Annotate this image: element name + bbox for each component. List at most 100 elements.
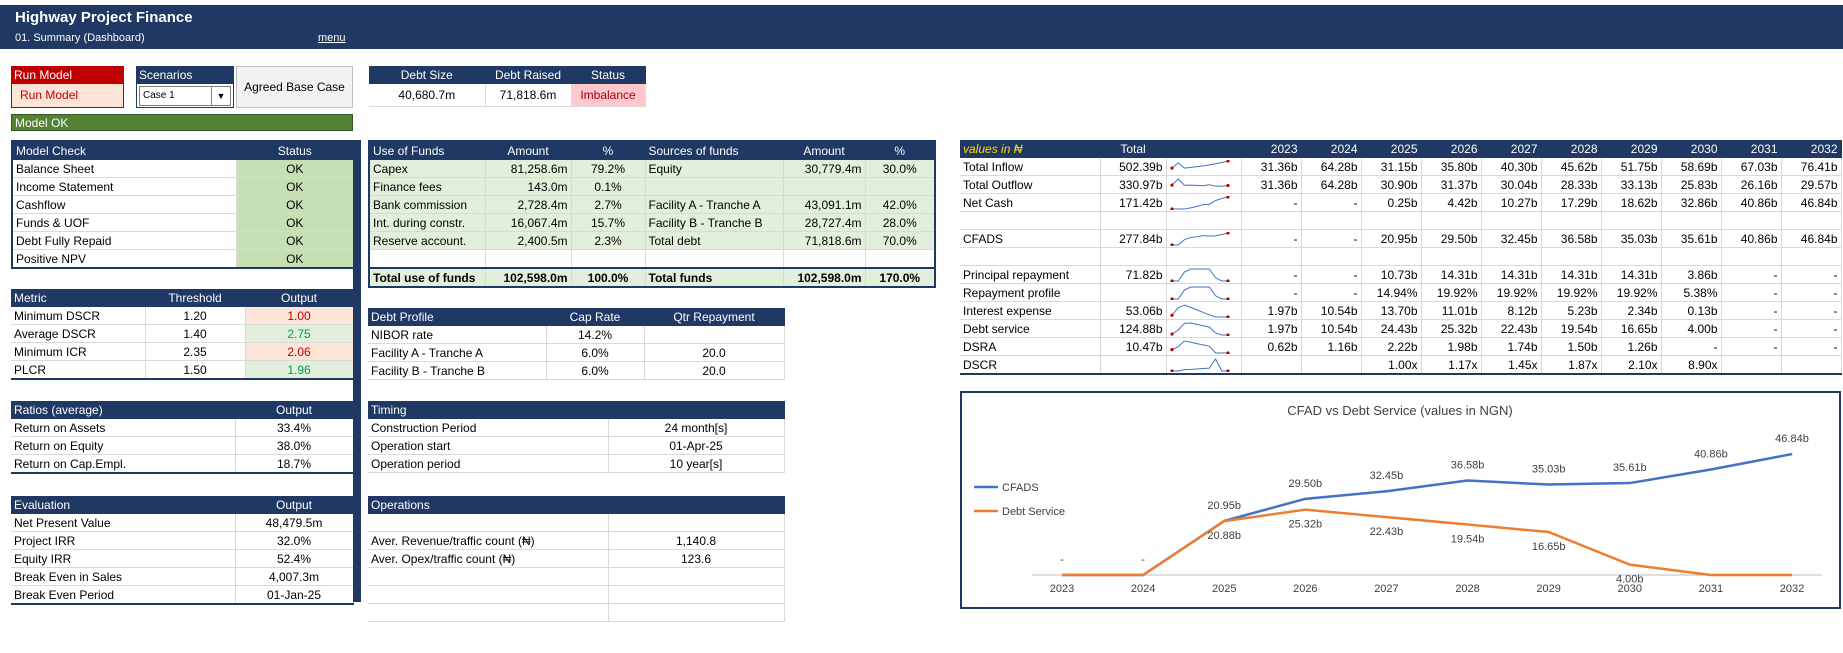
timing-value: 24 month[s] — [608, 418, 785, 437]
summary-value: 19.92% — [1481, 283, 1542, 302]
qtr-repayment — [644, 325, 785, 344]
summary-label: Debt service — [960, 319, 1101, 338]
summary-value — [1721, 211, 1782, 230]
ratio-label: Return on Assets — [11, 418, 236, 437]
x-tick-label: 2027 — [1374, 583, 1398, 595]
summary-value: 71.82b — [1100, 265, 1167, 284]
summary-value — [1301, 355, 1362, 375]
summary-value — [1241, 247, 1302, 266]
summary-label — [960, 211, 1101, 230]
data-point — [1548, 484, 1550, 486]
summary-value — [1241, 211, 1302, 230]
summary-value: 10.54b — [1301, 319, 1362, 338]
use-of-funds-header: Use of Funds — [369, 141, 486, 160]
data-label: 36.58b — [1451, 460, 1485, 472]
chart-svg: CFAD vs Debt Service (values in NGN) 2023… — [974, 403, 1822, 595]
ops-value — [608, 603, 785, 622]
use-pct: 0.1% — [571, 177, 646, 196]
summary-value: 1.87x — [1541, 355, 1602, 375]
summary-value: 124.88b — [1100, 319, 1167, 338]
summary-value: 20.95b — [1361, 229, 1422, 248]
sparkline-line — [1171, 268, 1228, 281]
use-amount: 16,067.4m — [485, 213, 572, 232]
summary-value: 19.92% — [1601, 283, 1662, 302]
summary-value: - — [1301, 229, 1362, 248]
source-amount: 28,727.4m — [783, 213, 866, 232]
ratios-table: Ratios (average) Output Return on Assets 3… — [11, 401, 354, 474]
data-label: 16.65b — [1532, 541, 1566, 553]
eval-value: 48,479.5m — [235, 513, 354, 532]
use-amount: 2,400.5m — [485, 231, 572, 250]
use-pct — [571, 249, 646, 269]
summary-value: 13.70b — [1361, 301, 1422, 320]
ops-value — [608, 585, 785, 604]
ratios-header: Ratios (average) — [11, 401, 236, 419]
legend-label: CFADS — [1002, 482, 1039, 494]
data-point — [1548, 531, 1550, 533]
scenario-select[interactable]: Case 1 ▼ — [139, 86, 231, 106]
summary-value — [1100, 283, 1167, 302]
series-line-debt-service — [1062, 508, 1792, 577]
summary-value — [1241, 355, 1302, 375]
ops-value — [608, 567, 785, 586]
summary-value: 29.57b — [1781, 175, 1842, 194]
summary-value: 502.39b — [1100, 157, 1167, 176]
summary-value — [1421, 247, 1482, 266]
sparkline-line — [1171, 339, 1228, 353]
summary-value: - — [1721, 265, 1782, 284]
check-label: Positive NPV — [12, 249, 237, 269]
summary-value: 14.31b — [1481, 265, 1542, 284]
sparkline-line — [1171, 177, 1228, 187]
summary-value: 40.86b — [1721, 229, 1782, 248]
ops-value: 1,140.8 — [608, 531, 785, 550]
run-model-button[interactable]: Run Model — [12, 84, 123, 107]
source-pct — [865, 177, 936, 196]
sparkline-marker — [1225, 195, 1230, 199]
sparkline-line — [1171, 232, 1228, 245]
summary-value: 64.28b — [1301, 157, 1362, 176]
year-header: 2023 — [1241, 140, 1302, 158]
summary-value: 76.41b — [1781, 157, 1842, 176]
summary-value: 2.10x — [1601, 355, 1662, 375]
summary-value: 4.00b — [1661, 319, 1722, 338]
operations-header: Operations — [368, 496, 785, 514]
x-tick-label: 2026 — [1293, 583, 1317, 595]
ops-label: Aver. Opex/traffic count (₦) — [368, 549, 609, 568]
summary-value: 14.31b — [1421, 265, 1482, 284]
summary-value — [1661, 211, 1722, 230]
check-status: OK — [236, 159, 355, 178]
amount-header: Amount — [485, 141, 572, 160]
status-header: Status — [571, 66, 646, 84]
year-header: 2032 — [1781, 140, 1842, 158]
check-label: Debt Fully Repaid — [12, 231, 237, 250]
menu-link[interactable]: menu — [318, 32, 346, 44]
use-amount: 81,258.6m — [485, 159, 572, 178]
sparkline-marker — [1225, 231, 1230, 235]
ratio-label: Return on Equity — [11, 436, 236, 455]
summary-label: Total Outflow — [960, 175, 1101, 194]
summary-value — [1361, 211, 1422, 230]
dropdown-arrow-icon[interactable]: ▼ — [211, 87, 230, 105]
data-point — [1467, 524, 1469, 526]
sparkline-marker — [1225, 350, 1230, 354]
source-label: Total debt — [645, 231, 784, 250]
sparkline-marker — [1169, 331, 1174, 336]
eval-label: Net Present Value — [11, 513, 236, 532]
year-header: 2029 — [1601, 140, 1662, 158]
timing-header: Timing — [368, 401, 785, 419]
source-pct: 28.0% — [865, 213, 936, 232]
summary-value: 330.97b — [1100, 175, 1167, 194]
source-label: Facility A - Tranche A — [645, 195, 784, 214]
summary-row — [960, 247, 1842, 266]
summary-value: 171.42b — [1100, 193, 1167, 212]
sources-header: Sources of funds — [645, 141, 784, 160]
sparkline-line — [1171, 357, 1228, 371]
summary-value: 8.12b — [1481, 301, 1542, 320]
summary-label: DSCR — [960, 355, 1101, 375]
summary-value: 1.45x — [1481, 355, 1542, 375]
ops-label — [368, 585, 609, 604]
data-label: 46.84b — [1775, 433, 1809, 445]
data-label: 25.32b — [1289, 519, 1323, 531]
pct-header: % — [571, 141, 646, 160]
summary-value — [1541, 247, 1602, 266]
